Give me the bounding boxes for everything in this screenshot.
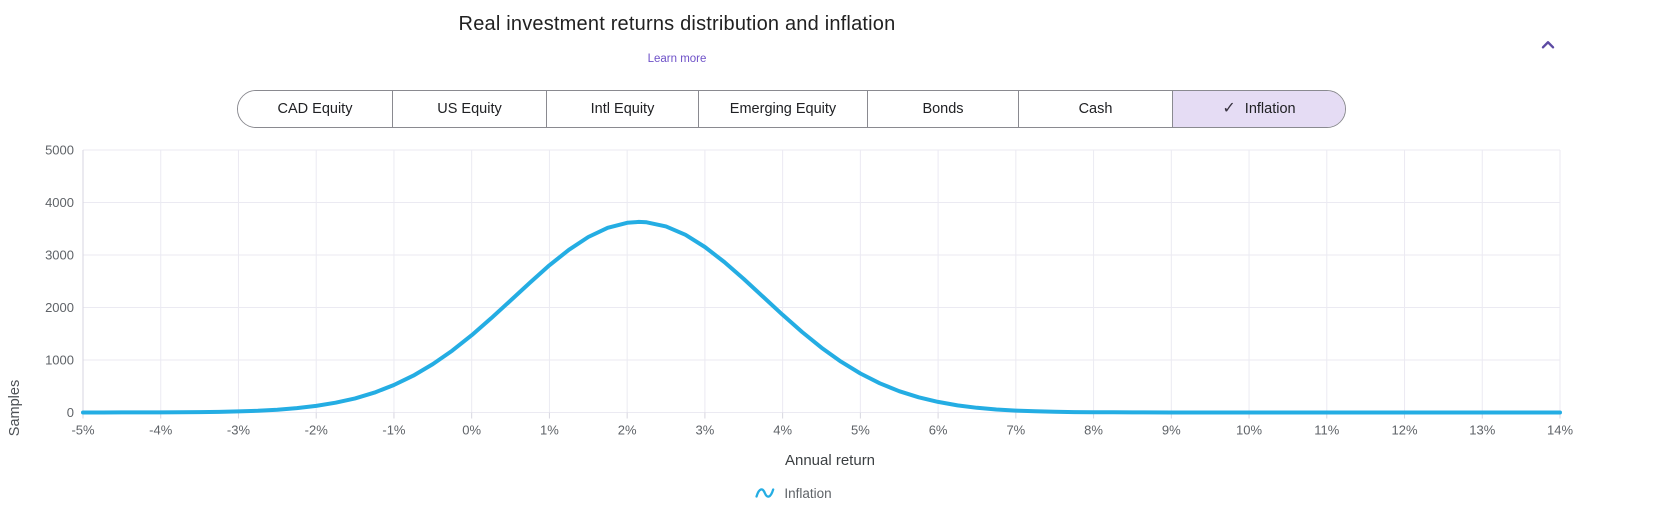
chevron-up-icon — [1537, 34, 1559, 56]
learn-more-link[interactable]: Learn more — [647, 53, 707, 65]
toggle-label: Inflation — [1244, 101, 1296, 117]
toggle-inflation[interactable]: ✓ Inflation — [1173, 91, 1345, 127]
wave-icon — [754, 485, 775, 501]
toggle-emerging-equity[interactable]: Emerging Equity — [699, 91, 868, 127]
x-tick-label: 13% — [1469, 423, 1495, 438]
x-tick-label: 3% — [695, 423, 714, 438]
y-tick-label: 0 — [67, 405, 74, 420]
asset-class-toggle-group: CAD Equity US Equity Intl Equity Emergin… — [237, 90, 1346, 128]
toggle-label: CAD Equity — [277, 101, 353, 117]
toggle-cad-equity[interactable]: CAD Equity — [238, 91, 393, 127]
y-tick-label: 2000 — [45, 300, 74, 315]
toggle-label: Intl Equity — [590, 101, 655, 117]
toggle-label: Cash — [1078, 101, 1113, 117]
toggle-label: Emerging Equity — [729, 101, 837, 117]
y-axis-title: Samples — [7, 379, 23, 437]
x-tick-label: 2% — [618, 423, 637, 438]
checkmark-icon: ✓ — [1222, 100, 1236, 117]
toggle-intl-equity[interactable]: Intl Equity — [547, 91, 699, 127]
x-tick-label: -2% — [305, 423, 329, 438]
x-tick-label: -1% — [382, 423, 406, 438]
y-tick-label: 5000 — [45, 143, 74, 158]
x-axis-title: Annual return — [784, 452, 876, 469]
x-tick-label: 4% — [773, 423, 792, 438]
chart-legend[interactable]: Inflation — [754, 485, 832, 501]
toggle-cash[interactable]: Cash — [1019, 91, 1173, 127]
x-tick-label: 6% — [929, 423, 948, 438]
toggle-label: US Equity — [437, 101, 502, 117]
x-tick-label: 10% — [1236, 423, 1262, 438]
x-tick-label: 1% — [540, 423, 559, 438]
toggle-label: Bonds — [922, 101, 964, 117]
toggle-bonds[interactable]: Bonds — [868, 91, 1019, 127]
collapse-panel-button[interactable] — [1534, 31, 1562, 59]
toggle-us-equity[interactable]: US Equity — [393, 91, 547, 127]
legend-label: Inflation — [784, 485, 832, 501]
x-tick-label: 5% — [851, 423, 870, 438]
page-title: Real investment returns distribution and… — [458, 13, 896, 35]
x-tick-label: 12% — [1392, 423, 1418, 438]
x-tick-label: 8% — [1084, 423, 1103, 438]
x-tick-label: -5% — [71, 423, 95, 438]
x-tick-label: -4% — [149, 423, 173, 438]
x-tick-label: 0% — [462, 423, 481, 438]
inflation-chart-svg[interactable]: 0 1000 2000 3000 4000 5000 -5% -4% -3% -2% -1% 0% 1%… — [0, 130, 1658, 440]
y-tick-label: 1000 — [45, 353, 74, 368]
y-tick-label: 3000 — [45, 248, 74, 263]
x-tick-label: 14% — [1547, 423, 1573, 438]
y-tick-label: 4000 — [45, 195, 74, 210]
x-tick-label: -3% — [227, 423, 251, 438]
chart-area: 0 1000 2000 3000 4000 5000 -5% -4% -3% -2% -1% 0% 1%… — [0, 130, 1658, 440]
series-line-inflation[interactable] — [81, 219, 1562, 415]
x-tick-label: 7% — [1006, 423, 1025, 438]
x-tick-label: 11% — [1314, 423, 1339, 438]
x-tick-label: 9% — [1162, 423, 1181, 438]
